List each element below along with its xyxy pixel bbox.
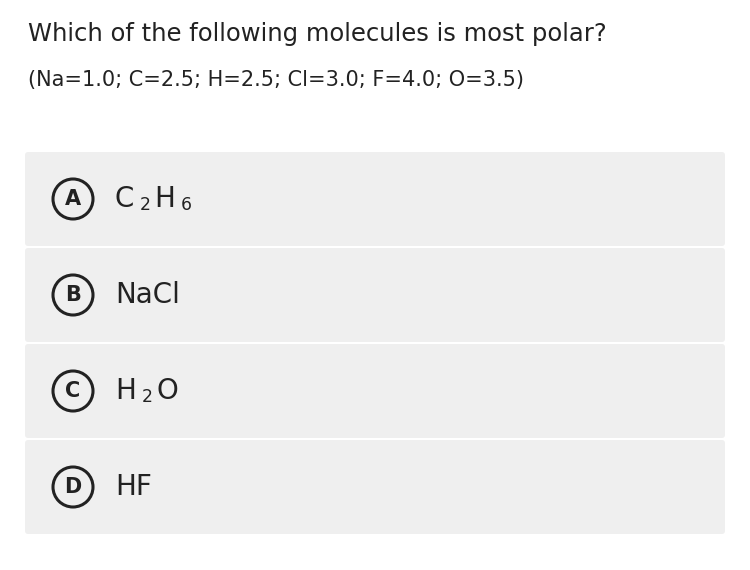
FancyBboxPatch shape [25, 152, 725, 246]
Text: O: O [156, 377, 178, 405]
FancyBboxPatch shape [25, 440, 725, 534]
Text: A: A [65, 189, 81, 209]
Text: C: C [65, 381, 81, 401]
Text: 6: 6 [182, 196, 192, 214]
Text: HF: HF [115, 473, 152, 501]
Text: (Na=1.0; C=2.5; H=2.5; Cl=3.0; F=4.0; O=3.5): (Na=1.0; C=2.5; H=2.5; Cl=3.0; F=4.0; O=… [28, 70, 524, 90]
Text: NaCl: NaCl [115, 281, 180, 309]
Text: H: H [115, 377, 136, 405]
FancyBboxPatch shape [25, 248, 725, 342]
Text: 2: 2 [142, 388, 153, 406]
Text: H: H [154, 185, 175, 213]
Text: B: B [65, 285, 81, 305]
FancyBboxPatch shape [25, 344, 725, 438]
Text: C: C [115, 185, 134, 213]
Text: D: D [64, 477, 82, 497]
Text: Which of the following molecules is most polar?: Which of the following molecules is most… [28, 22, 607, 46]
Text: 2: 2 [140, 196, 151, 214]
